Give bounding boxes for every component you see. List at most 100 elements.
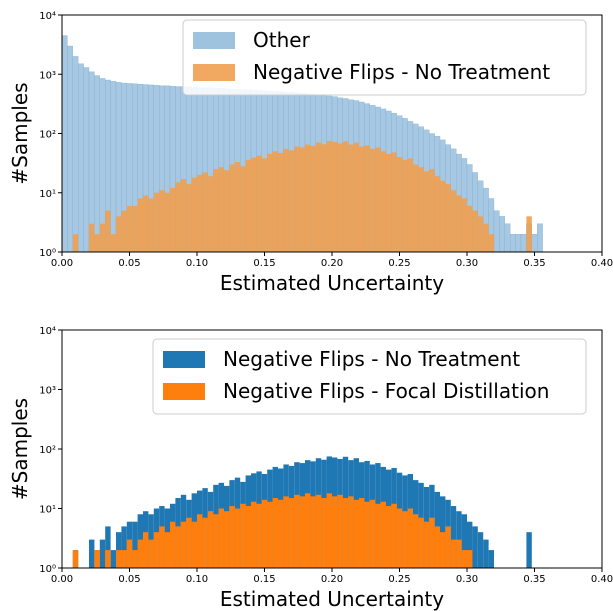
bar [375,503,381,568]
bar [218,508,224,568]
bar [504,223,511,253]
x-tick-label: 0.40 [591,258,613,269]
x-tick-label: 0.10 [186,574,208,585]
bar [288,150,295,252]
x-tick-label: 0.10 [186,258,208,269]
x-tick-label: 0.35 [523,258,545,269]
bar [526,216,532,252]
bar [121,550,127,568]
bar [213,514,219,568]
bar [72,550,79,568]
bar [467,205,473,252]
x-tick-label: 0.40 [591,574,613,585]
y-tick-label: 10² [39,130,56,141]
bar [299,147,305,252]
bar [396,508,403,568]
legend-box [182,19,587,96]
bar [391,152,397,252]
bar [332,141,338,252]
legend-swatch [193,32,235,49]
bar [94,234,100,252]
bar [143,195,149,252]
bar [186,517,192,568]
bar [170,188,176,252]
bar [445,184,451,252]
bar [531,234,538,253]
bar [429,169,435,252]
bar [294,494,300,568]
bar [315,142,322,252]
bar [278,499,284,568]
legend-label: Other [253,28,311,52]
bar [89,539,95,568]
bar [418,167,424,252]
bar [116,532,122,568]
bar [440,496,446,568]
bar [326,493,332,568]
legend-swatch [163,383,205,400]
x-tick-label: 0.20 [321,574,343,585]
bar [477,216,484,252]
bar [434,176,440,252]
bar [240,166,246,252]
bar [99,223,106,252]
y-tick-label: 10² [39,445,56,456]
bar [143,532,149,568]
bar [456,195,462,252]
bar [121,526,127,568]
bar [94,75,100,253]
bar [499,216,505,253]
chart-panel-1: 0.00 0.05 0.10 0.15 0.20 0.25 0.30 0.35 0.40 10⁰ 1… [8,11,613,295]
y-axis-label: #Samples [8,398,32,500]
bar [429,517,435,568]
bar [121,210,127,252]
bar [175,182,181,252]
bar [153,192,160,252]
bar [391,503,397,568]
x-tick-label: 0.15 [253,258,275,269]
bar [310,496,316,568]
bar [267,154,273,252]
bar [94,550,100,568]
bar [386,154,392,252]
x-tick-label: 0.25 [388,258,410,269]
bar [105,526,111,568]
x-tick-label: 0.05 [118,258,140,269]
bar [310,145,316,252]
bar [407,508,413,568]
bar [164,532,170,568]
bar [413,514,419,568]
bar [153,532,160,568]
bar [369,499,376,568]
bar [67,45,73,253]
bar [207,176,214,252]
bar [353,499,359,568]
y-tick-label: 10⁴ [39,11,56,22]
bar [467,521,473,568]
bar [488,234,494,252]
bar [99,539,106,568]
bar [261,499,268,568]
bar [332,496,338,568]
bar [245,159,251,252]
bar [305,144,311,252]
bar [256,503,262,568]
bar [305,493,311,568]
bar [488,550,494,568]
bar [137,198,143,252]
bar [186,184,192,252]
bar [272,498,278,568]
bar [132,550,138,568]
series-2 [72,140,532,252]
bar [483,539,489,568]
y-tick-label: 10⁰ [39,564,56,575]
legend-label: Negative Flips - No Treatment [223,347,520,371]
bar [148,539,154,568]
bar [110,234,116,252]
bar [461,514,467,568]
bar [191,177,197,252]
x-axis-label: Estimated Uncertainty [220,271,444,295]
x-tick-label: 0.15 [253,574,275,585]
bar [493,210,500,253]
bar [261,158,268,252]
